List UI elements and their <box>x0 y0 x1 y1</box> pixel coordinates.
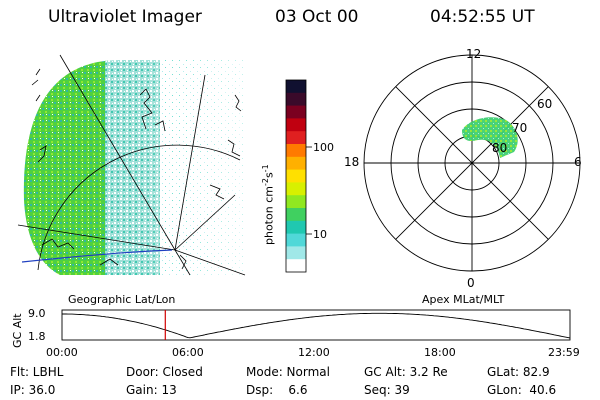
colorbar-band <box>286 220 306 235</box>
colorbar-band <box>286 92 306 107</box>
colorbar-band <box>286 246 306 260</box>
status-dsp: Dsp: 6.6 <box>246 383 308 397</box>
timeline-frame <box>61 309 571 341</box>
x-tick-1800: 18:00 <box>424 346 456 359</box>
date-label: 03 Oct 00 <box>275 7 359 27</box>
colorbar-tick-100: 100 <box>313 141 334 154</box>
colorbar-band <box>286 233 306 247</box>
colorbar-band <box>286 156 306 171</box>
colorbar-band <box>286 169 306 183</box>
apex-coords-title: Apex MLat/MLT <box>422 293 505 306</box>
instrument-title: Ultraviolet Imager <box>48 7 202 27</box>
x-tick-2359: 23:59 <box>548 346 580 359</box>
colorbar-band <box>286 118 306 132</box>
x-tick-0600: 06:00 <box>172 346 204 359</box>
colorbar-band <box>286 182 306 196</box>
status-glat: GLat: 82.9 <box>487 365 550 379</box>
status-gain: Gain: 13 <box>126 383 177 397</box>
colorbar-tick-10: 10 <box>313 228 327 241</box>
y-tick-1-8: 1.8 <box>28 330 46 343</box>
status-ip: IP: 36.0 <box>10 383 56 397</box>
geographic-equator-line <box>21 249 173 263</box>
mlat-label-60: 60 <box>537 97 553 111</box>
mlat-label-80: 80 <box>492 141 508 155</box>
x-tick-0000: 00:00 <box>46 346 78 359</box>
mlt-label-12: 12 <box>466 47 482 61</box>
geographic-grid-lines <box>17 54 246 276</box>
x-tick-1200: 12:00 <box>298 346 330 359</box>
colorbar-band <box>286 105 306 119</box>
mlt-label-6: 6 <box>574 155 582 169</box>
mlat-label-70: 70 <box>512 121 528 135</box>
y-tick-9: 9.0 <box>28 307 46 320</box>
time-label: 04:52:55 UT <box>430 7 535 27</box>
status-gc-alt: GC Alt: 3.2 Re <box>364 365 448 379</box>
status-glon: GLon: 40.6 <box>487 383 557 397</box>
geographic-coords-title: Geographic Lat/Lon <box>68 293 176 306</box>
polar-auroral-oval <box>462 117 518 158</box>
status-seq: Seq: 39 <box>364 383 410 397</box>
colorbar-band <box>286 144 306 158</box>
colorbar-band <box>286 131 306 145</box>
altitude-curve <box>62 312 571 339</box>
colorbar-band <box>286 259 306 273</box>
status-door: Door: Closed <box>126 365 203 379</box>
coastline-outlines <box>31 68 242 270</box>
status-filter: Flt: LBHL <box>10 365 64 379</box>
colorbar-band <box>286 208 306 222</box>
colorbar-band <box>286 195 306 209</box>
mlt-label-18: 18 <box>344 155 360 169</box>
status-mode: Mode: Normal <box>246 365 330 379</box>
colorbar-band <box>286 80 306 94</box>
mlt-label-0: 0 <box>467 276 475 290</box>
